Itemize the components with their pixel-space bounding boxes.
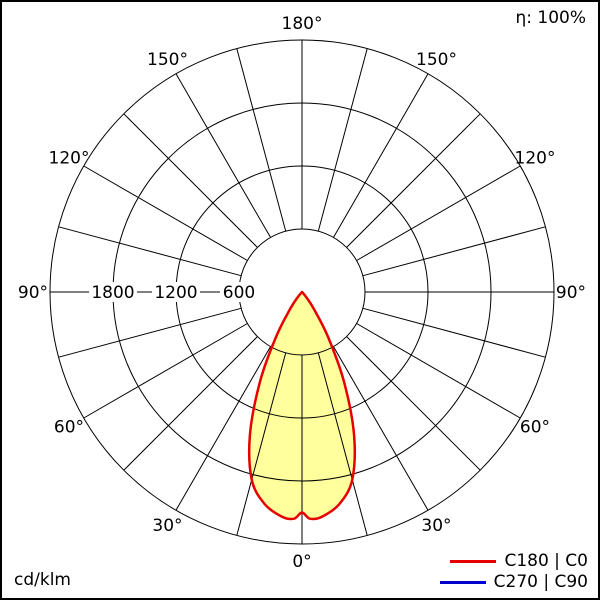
grid-spoke [356, 165, 521, 261]
angle-label: 180° [282, 14, 323, 34]
radial-tick-bg [220, 282, 258, 302]
beam-curve [248, 290, 356, 521]
radial-tick-label: 1800 [91, 283, 134, 303]
grid-spoke [175, 73, 271, 238]
grid-spoke [356, 323, 521, 419]
angle-label: 150° [416, 50, 457, 70]
beam-stroke-layer [248, 290, 356, 521]
angle-label: 30° [421, 516, 451, 536]
angle-label: 0° [292, 552, 311, 572]
grid-spoke [317, 352, 368, 536]
efficiency-label: η: 100% [515, 8, 586, 28]
legend-line [450, 559, 497, 563]
legend-item-label: C180 | C0 [504, 551, 588, 571]
grid-spoke [236, 352, 287, 536]
grid-spoke [333, 73, 429, 238]
angle-label: 120° [49, 149, 90, 169]
grid-spoke [175, 346, 271, 511]
angle-label: 60° [520, 418, 550, 438]
legend-item-label: C270 | C90 [493, 572, 588, 592]
legend-item: C270 | C90 [439, 572, 588, 592]
radial-tick-label: 1200 [154, 283, 197, 303]
grid-layer [49, 39, 555, 545]
grid-spoke [362, 226, 546, 277]
angle-label: 90° [18, 283, 48, 303]
angle-label: 60° [54, 418, 84, 438]
grid-spoke [346, 336, 481, 471]
grid-spoke [346, 113, 481, 248]
angle-label: 120° [515, 149, 556, 169]
grid-spoke [362, 307, 546, 358]
angle-label: 90° [556, 283, 586, 303]
radial-tick-bg [152, 282, 200, 302]
grid-spoke [236, 48, 287, 232]
grid-spoke [317, 48, 368, 232]
labels-layer: 600 1200 1800 0° 30° 30° 60° 60° 90° 90° 120° 120° 1… [18, 14, 586, 572]
grid-spoke [58, 307, 242, 358]
angle-label: 150° [147, 50, 188, 70]
radial-tick-label: 600 [223, 283, 255, 303]
grid-spoke [58, 226, 242, 277]
legend-item: C180 | C0 [440, 551, 588, 571]
angle-label: 30° [152, 516, 182, 536]
grid-spoke [123, 113, 258, 248]
units-label: cd/klm [14, 570, 71, 590]
legend: C180 | C0 C270 | C90 [439, 551, 588, 592]
legend-line [439, 580, 486, 584]
grid-spoke [333, 346, 429, 511]
grid-spoke [123, 336, 258, 471]
radial-tick-bg [89, 282, 137, 302]
grid-spoke [83, 323, 248, 419]
grid-spoke [83, 165, 248, 261]
